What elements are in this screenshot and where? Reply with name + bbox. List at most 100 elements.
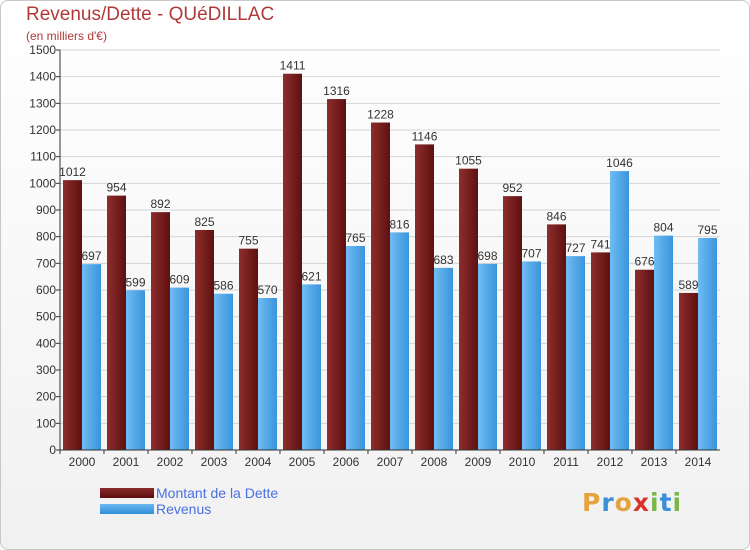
data-label-debt: 1228: [367, 108, 394, 122]
bar-debt: [591, 252, 610, 450]
data-label-revenue: 795: [697, 223, 717, 237]
logo-letter: i: [650, 488, 660, 517]
bars: [63, 73, 717, 451]
data-label-debt: 1012: [59, 165, 86, 179]
data-label-debt: 589: [678, 278, 698, 292]
x-tick-label: 2001: [113, 455, 140, 469]
y-tick-label: 1200: [29, 123, 56, 137]
y-tick-label: 700: [36, 256, 56, 270]
bar-revenue: [170, 287, 189, 450]
data-label-debt: 825: [194, 215, 214, 229]
y-tick-label: 800: [36, 230, 56, 244]
bar-debt: [63, 180, 82, 450]
logo-letter: o: [614, 488, 633, 517]
x-tick-label: 2012: [597, 455, 624, 469]
x-axis-ticks: 2000 2001 2002 2003 2004 2005 2006 2007 2008 2009…: [59, 450, 712, 469]
bar-debt: [327, 99, 346, 451]
bar-debt: [283, 73, 302, 450]
data-label-debt: 741: [590, 237, 610, 251]
x-tick-label: 2000: [69, 455, 96, 469]
bar-revenue: [302, 284, 321, 450]
data-label-debt: 1411: [280, 59, 306, 73]
x-tick-label: 2003: [201, 455, 228, 469]
x-tick-label: 2009: [465, 455, 492, 469]
bar-debt: [459, 168, 478, 450]
bar-debt: [415, 144, 434, 450]
logo-letter: P: [582, 488, 602, 517]
proxiti-logo: Proxiti: [582, 488, 682, 517]
legend-item-debt: Montant de la Dette: [100, 485, 278, 501]
x-tick-label: 2008: [421, 455, 448, 469]
data-labels: 1012 697 954 599 892 609 825 586 755 570 1411 621 13…: [59, 59, 718, 297]
data-label-revenue: 586: [213, 279, 233, 293]
bar-revenue: [522, 261, 541, 450]
data-label-debt: 676: [634, 255, 654, 269]
data-label-revenue: 570: [257, 283, 277, 297]
legend: Montant de la Dette Revenus: [100, 485, 278, 517]
bar-revenue: [434, 267, 453, 450]
x-tick-label: 2007: [377, 455, 404, 469]
y-tick-label: 400: [36, 336, 56, 350]
bar-revenue: [610, 171, 629, 451]
data-label-debt: 755: [238, 234, 258, 248]
y-tick-label: 900: [36, 203, 56, 217]
logo-letter: t: [659, 488, 673, 517]
bar-debt: [635, 269, 654, 450]
logo-letter: r: [601, 488, 615, 517]
y-axis-ticks: 0 100 200 300 400 500 600 700 800 900 1000 1100 1200…: [29, 43, 60, 457]
legend-label-revenue: Revenus: [156, 501, 212, 517]
bar-debt: [239, 248, 258, 450]
y-tick-label: 1100: [30, 150, 56, 164]
data-label-revenue: 599: [125, 275, 145, 289]
x-tick-label: 2014: [685, 455, 712, 469]
bar-revenue: [214, 293, 233, 450]
y-tick-label: 600: [36, 283, 56, 297]
bar-debt: [195, 230, 214, 450]
legend-label-debt: Montant de la Dette: [156, 485, 279, 501]
bar-debt: [547, 224, 566, 450]
bar-revenue: [478, 263, 497, 450]
bar-revenue: [698, 238, 717, 450]
bar-debt: [151, 212, 170, 450]
data-label-revenue: 697: [81, 249, 101, 263]
bar-debt: [503, 196, 522, 450]
legend-swatch-debt: [100, 488, 154, 498]
y-axis-unit-label: (en milliers d'€): [26, 29, 107, 43]
y-tick-label: 1400: [29, 70, 56, 84]
bar-revenue: [346, 246, 365, 450]
bar-revenue: [390, 232, 409, 450]
bar-revenue: [258, 298, 277, 450]
bar-revenue: [126, 290, 145, 450]
data-label-debt: 954: [106, 181, 126, 195]
bar-debt: [107, 195, 126, 450]
x-tick-label: 2011: [553, 455, 579, 469]
data-label-debt: 892: [150, 197, 170, 211]
y-tick-label: 0: [49, 443, 56, 457]
data-label-debt: 1055: [455, 154, 482, 168]
data-label-revenue: 707: [521, 246, 541, 260]
data-label-revenue: 683: [433, 253, 453, 267]
data-label-debt: 952: [502, 181, 522, 195]
x-tick-label: 2002: [157, 455, 184, 469]
y-tick-label: 1300: [29, 96, 56, 110]
data-label-revenue: 727: [565, 241, 585, 255]
bar-revenue: [654, 235, 673, 450]
bar-revenue: [566, 256, 585, 450]
bar-debt: [679, 292, 698, 450]
data-label-revenue: 765: [345, 231, 365, 245]
chart-title: Revenus/Dette - QUéDILLAC: [26, 4, 275, 25]
legend-item-revenue: Revenus: [100, 501, 278, 517]
data-label-revenue: 804: [653, 221, 673, 235]
data-label-debt: 1146: [412, 129, 438, 143]
x-tick-label: 2005: [289, 455, 316, 469]
data-label-debt: 846: [546, 209, 566, 223]
data-label-revenue: 1046: [606, 156, 633, 170]
y-tick-label: 100: [36, 416, 56, 430]
y-tick-label: 500: [36, 310, 56, 324]
legend-swatch-revenue: [100, 504, 154, 514]
data-label-revenue: 609: [169, 273, 189, 287]
y-tick-label: 200: [36, 390, 56, 404]
logo-letter: x: [632, 488, 650, 517]
bar-debt: [371, 122, 390, 451]
